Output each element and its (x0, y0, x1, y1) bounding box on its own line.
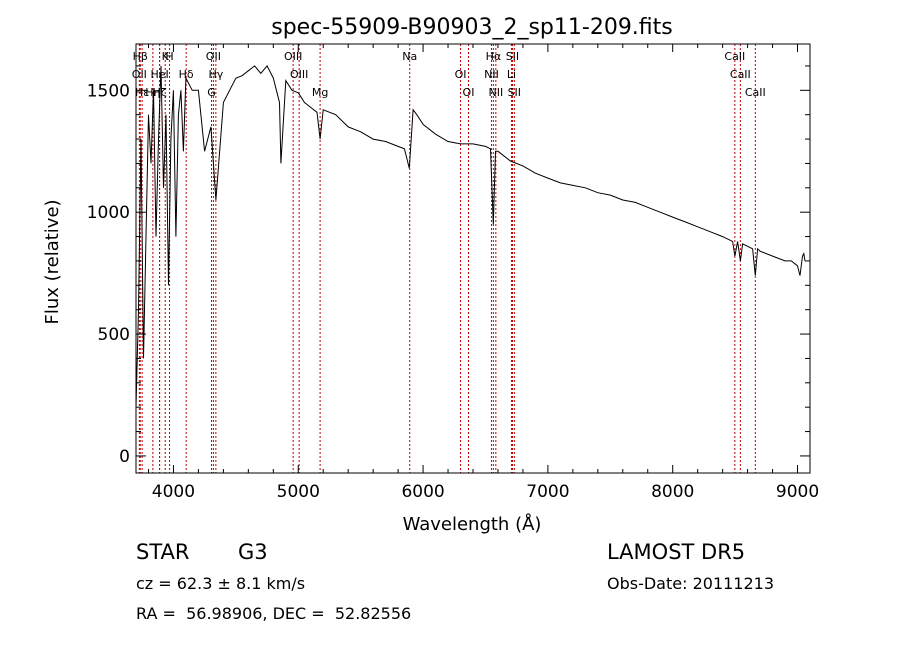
classification: STAR (136, 540, 190, 564)
x-tick-label: 5000 (277, 482, 320, 502)
y-tick-label: 0 (119, 447, 130, 467)
x-tick-label: 9000 (776, 482, 819, 502)
x-tick-label: 7000 (526, 482, 569, 502)
line-label: K (162, 50, 170, 63)
line-label: Hε (135, 86, 149, 99)
line-label: OII (132, 68, 147, 81)
line-label: NII (488, 86, 503, 99)
line-label: OI (455, 68, 467, 81)
line-label: OI (463, 86, 475, 99)
y-axis-ticks: 0 500 1000 1500 (87, 65, 810, 467)
line-label: Hβ (133, 50, 148, 63)
y-tick-label: 1500 (87, 81, 130, 101)
line-label: H (165, 50, 173, 63)
x-tick-label: 8000 (651, 482, 694, 502)
redshift-velocity: cz = 62.3 ± 8.1 km/s (136, 574, 306, 593)
line-label: Hα (486, 50, 502, 63)
line-label: OIII (284, 50, 302, 63)
line-label: G (207, 86, 216, 99)
line-label: CaII (730, 68, 751, 81)
line-label: OIII (290, 68, 308, 81)
y-tick-label: 500 (98, 325, 130, 345)
survey-name: LAMOST DR5 (607, 540, 746, 564)
x-tick-label: 6000 (401, 482, 444, 502)
line-label: SII (508, 86, 521, 99)
x-tick-label: 4000 (152, 482, 195, 502)
subclass: G3 (238, 540, 268, 564)
line-label: SII (506, 50, 519, 63)
spectrum-line (135, 65, 806, 408)
line-label: HeI (150, 68, 168, 81)
line-label: OII (206, 50, 221, 63)
chart-title: spec-55909-B90903_2_sp11-209.fits (271, 15, 673, 40)
line-label: Li (507, 68, 516, 81)
y-tick-label: 1000 (87, 203, 130, 223)
y-axis-label: Flux (relative) (42, 199, 63, 324)
line-label: Hδ (179, 68, 194, 81)
line-label: CaII (745, 86, 766, 99)
coordinates: RA = 56.98906, DEC = 52.82556 (136, 604, 412, 623)
observation-date: Obs-Date: 20111213 (607, 574, 775, 593)
line-label: CaII (724, 50, 745, 63)
plot-frame (135, 43, 811, 474)
line-label: Hη (145, 86, 160, 99)
line-label: Mg (312, 86, 328, 99)
emission-line-markers (138, 44, 756, 473)
line-label: NII (484, 68, 499, 81)
line-label: Hγ (208, 68, 223, 81)
line-label: Na (402, 50, 417, 63)
x-axis-ticks: 4000 5000 6000 7000 8000 9000 (147, 44, 819, 502)
emission-line-labels: HβOIIHεKHeIHηHHδHζOIIHγGOIIIOIIIMgNaOIOI… (132, 50, 766, 99)
x-axis-label: Wavelength (Å) (403, 513, 542, 535)
